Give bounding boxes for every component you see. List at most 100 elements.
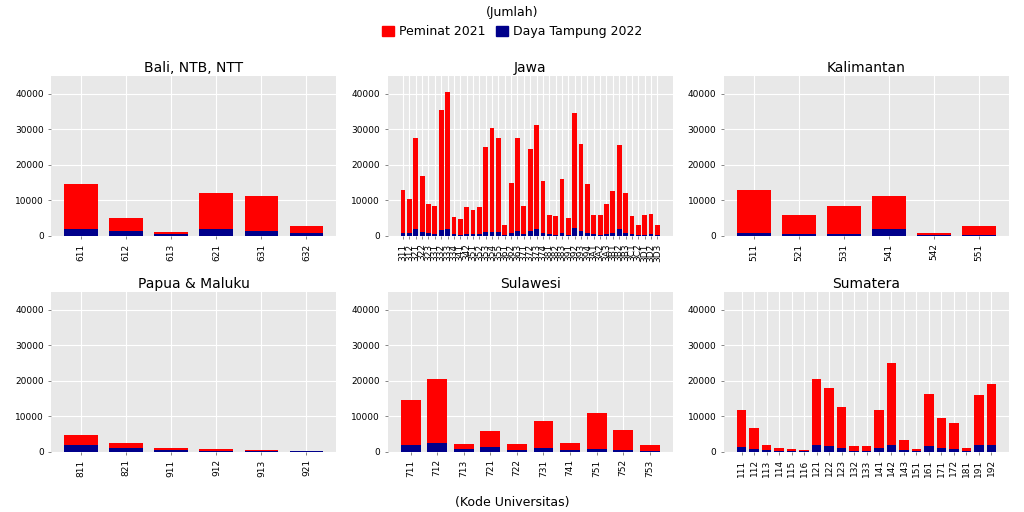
Bar bbox=[774, 449, 783, 452]
Bar bbox=[587, 413, 606, 452]
Bar bbox=[585, 184, 590, 236]
Bar bbox=[439, 230, 443, 236]
Bar bbox=[245, 196, 279, 236]
Bar bbox=[400, 232, 406, 236]
Bar bbox=[515, 138, 520, 236]
Bar bbox=[624, 193, 628, 236]
Bar bbox=[496, 138, 501, 236]
Bar bbox=[477, 207, 481, 236]
Bar bbox=[407, 199, 412, 236]
Bar bbox=[812, 445, 821, 452]
Bar bbox=[642, 215, 647, 236]
Bar bbox=[872, 196, 906, 236]
Bar bbox=[432, 206, 437, 236]
Bar bbox=[400, 400, 421, 452]
Bar bbox=[245, 450, 279, 452]
Bar bbox=[874, 410, 884, 452]
Bar bbox=[737, 190, 771, 236]
Bar bbox=[65, 445, 98, 452]
Bar bbox=[566, 218, 570, 236]
Bar bbox=[911, 449, 922, 452]
Bar bbox=[630, 234, 634, 236]
Bar bbox=[452, 234, 457, 236]
Title: Sumatera: Sumatera bbox=[833, 277, 900, 291]
Bar bbox=[963, 235, 996, 236]
Bar bbox=[640, 444, 659, 452]
Bar bbox=[521, 233, 526, 236]
Bar bbox=[636, 235, 641, 236]
Bar bbox=[849, 451, 859, 452]
Bar bbox=[426, 233, 431, 236]
Bar bbox=[613, 450, 633, 452]
Bar bbox=[420, 176, 425, 236]
Bar bbox=[925, 446, 934, 452]
Bar bbox=[414, 229, 418, 236]
Bar bbox=[786, 449, 797, 452]
Bar bbox=[521, 206, 526, 236]
Bar bbox=[426, 204, 431, 236]
Bar bbox=[874, 448, 884, 452]
Title: Bali, NTB, NTT: Bali, NTB, NTT bbox=[144, 61, 244, 75]
Bar bbox=[290, 451, 324, 452]
Bar bbox=[503, 235, 507, 236]
Bar bbox=[824, 388, 834, 452]
Bar bbox=[507, 450, 527, 452]
Bar bbox=[480, 431, 501, 452]
Bar bbox=[592, 215, 596, 236]
Bar bbox=[610, 191, 615, 236]
Bar bbox=[483, 231, 488, 236]
Bar bbox=[937, 418, 946, 452]
Bar bbox=[480, 447, 501, 452]
Bar bbox=[827, 233, 861, 236]
Bar bbox=[65, 435, 98, 452]
Bar bbox=[579, 231, 584, 236]
Bar bbox=[509, 233, 513, 236]
Bar bbox=[616, 145, 622, 236]
Bar bbox=[812, 379, 821, 452]
Bar bbox=[824, 446, 834, 452]
Bar bbox=[290, 226, 324, 236]
Bar bbox=[640, 451, 659, 452]
Bar bbox=[559, 233, 564, 236]
Bar bbox=[925, 394, 934, 452]
Bar bbox=[750, 449, 759, 452]
Bar bbox=[477, 233, 481, 236]
Bar bbox=[110, 448, 143, 452]
Bar bbox=[527, 230, 532, 236]
Bar bbox=[585, 232, 590, 236]
Bar bbox=[534, 421, 553, 452]
Bar bbox=[887, 444, 896, 452]
Bar bbox=[534, 448, 553, 452]
Bar bbox=[737, 233, 771, 236]
Bar bbox=[471, 210, 475, 236]
Bar bbox=[110, 230, 143, 236]
Bar bbox=[592, 234, 596, 236]
Bar bbox=[454, 449, 474, 452]
Bar bbox=[155, 234, 188, 236]
Bar bbox=[503, 225, 507, 236]
Bar bbox=[636, 225, 641, 236]
Bar bbox=[862, 451, 871, 452]
Bar bbox=[200, 451, 233, 452]
Bar bbox=[200, 449, 233, 452]
Bar bbox=[911, 451, 922, 452]
Bar bbox=[439, 110, 443, 236]
Bar bbox=[535, 125, 539, 236]
Bar bbox=[547, 215, 552, 236]
Bar bbox=[553, 234, 558, 236]
Bar bbox=[737, 410, 746, 452]
Bar bbox=[65, 229, 98, 236]
Bar bbox=[613, 430, 633, 452]
Bar bbox=[541, 233, 546, 236]
Title: Papua & Maluku: Papua & Maluku bbox=[138, 277, 250, 291]
Bar bbox=[837, 408, 846, 452]
Bar bbox=[616, 229, 622, 236]
Bar bbox=[553, 217, 558, 236]
Bar bbox=[737, 447, 746, 452]
Bar bbox=[110, 218, 143, 236]
Bar bbox=[963, 226, 996, 236]
Bar bbox=[471, 234, 475, 236]
Bar bbox=[598, 234, 602, 236]
Bar bbox=[509, 183, 513, 236]
Bar bbox=[200, 229, 233, 236]
